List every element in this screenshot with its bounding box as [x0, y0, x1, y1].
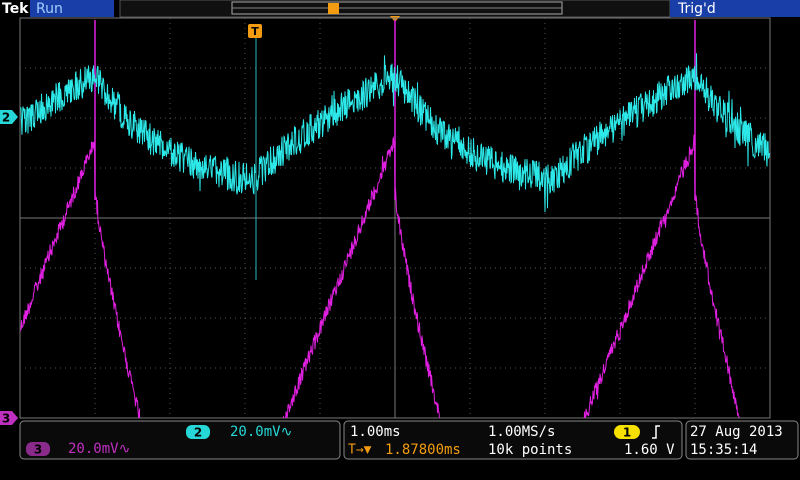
trigger-level: 1.60 V [624, 442, 675, 458]
datetime-panel [685, 420, 799, 460]
ch2-scale: 20.0mV∿ [230, 424, 292, 440]
run-box [30, 0, 114, 17]
brand: Tek [2, 1, 29, 17]
position-icon: T→▼ [348, 443, 372, 458]
ch3-badge [26, 442, 50, 456]
ch2-trace [20, 53, 770, 213]
trigger-marker-box [248, 24, 262, 38]
time: 15:35:14 [690, 442, 757, 458]
ch3-scale: 20.0mV∿ [68, 441, 130, 457]
timebase-panel [343, 420, 683, 460]
ch2-label: 2 [194, 426, 202, 440]
ch2-marker: 2 [2, 111, 10, 125]
ch2-badge [186, 425, 210, 439]
record-length: 10k points [488, 442, 572, 458]
trigger-source: 1 [623, 426, 631, 440]
time-scale: 1.00ms [350, 424, 401, 440]
ch3-label: 3 [34, 443, 42, 457]
date: 27 Aug 2013 [690, 424, 783, 440]
trigger-slope [652, 425, 660, 439]
ch3-marker: 3 [2, 412, 10, 426]
channel-panel [19, 420, 341, 460]
ch3-marker-box [0, 411, 18, 425]
traces [20, 20, 770, 418]
position: 1.87800ms [385, 442, 461, 458]
trigger-source-badge [614, 425, 640, 439]
trigger-marker: T [251, 25, 259, 38]
trig-box [670, 0, 800, 17]
record-trigger [328, 3, 339, 14]
ch2-marker-box [0, 110, 18, 124]
run-state: Run [36, 1, 63, 17]
sample-rate: 1.00MS/s [488, 424, 555, 440]
trigger-state: Trig'd [677, 1, 716, 17]
